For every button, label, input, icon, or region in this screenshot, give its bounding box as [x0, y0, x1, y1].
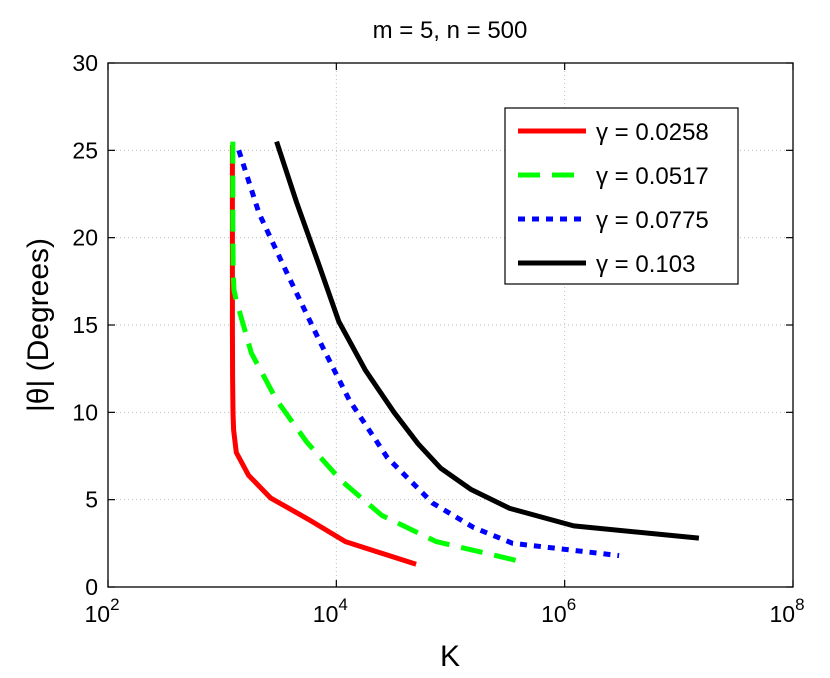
legend-box: [504, 107, 739, 285]
y-tick-label: 0: [85, 574, 98, 600]
x-tick-label: 108: [769, 595, 804, 627]
series-layer: [229, 140, 700, 567]
legend-label-4: γ = 0.103: [596, 251, 695, 278]
x-tick-label: 104: [313, 595, 348, 627]
x-tick-label: 102: [84, 595, 119, 627]
series-line-1: [229, 145, 417, 567]
x-axis-label: K: [440, 640, 460, 673]
grid: [108, 63, 793, 587]
legend-label-1: γ = 0.0258: [596, 119, 709, 146]
y-tick-label: 15: [72, 312, 98, 338]
series-line-4: [274, 140, 700, 541]
ticks: 0 5 10 15 20 25 30 102 104 106 108: [72, 50, 804, 627]
series-line-3: [236, 149, 620, 559]
series-line-2: [230, 141, 526, 565]
x-tick-label: 106: [541, 595, 576, 627]
y-tick-label: 20: [72, 225, 98, 251]
y-tick-label: 25: [72, 137, 98, 163]
legend-label-3: γ = 0.0775: [596, 207, 709, 234]
y-tick-label: 30: [72, 50, 98, 76]
y-tick-label: 5: [85, 487, 98, 513]
legend: γ = 0.0258 γ = 0.0517 γ = 0.0775 γ = 0.103: [504, 107, 739, 285]
y-tick-label: 10: [72, 399, 98, 425]
legend-label-2: γ = 0.0517: [596, 163, 709, 190]
y-axis-label: |θ| (Degrees): [22, 238, 55, 412]
chart-title: m = 5, n = 500: [373, 17, 528, 44]
